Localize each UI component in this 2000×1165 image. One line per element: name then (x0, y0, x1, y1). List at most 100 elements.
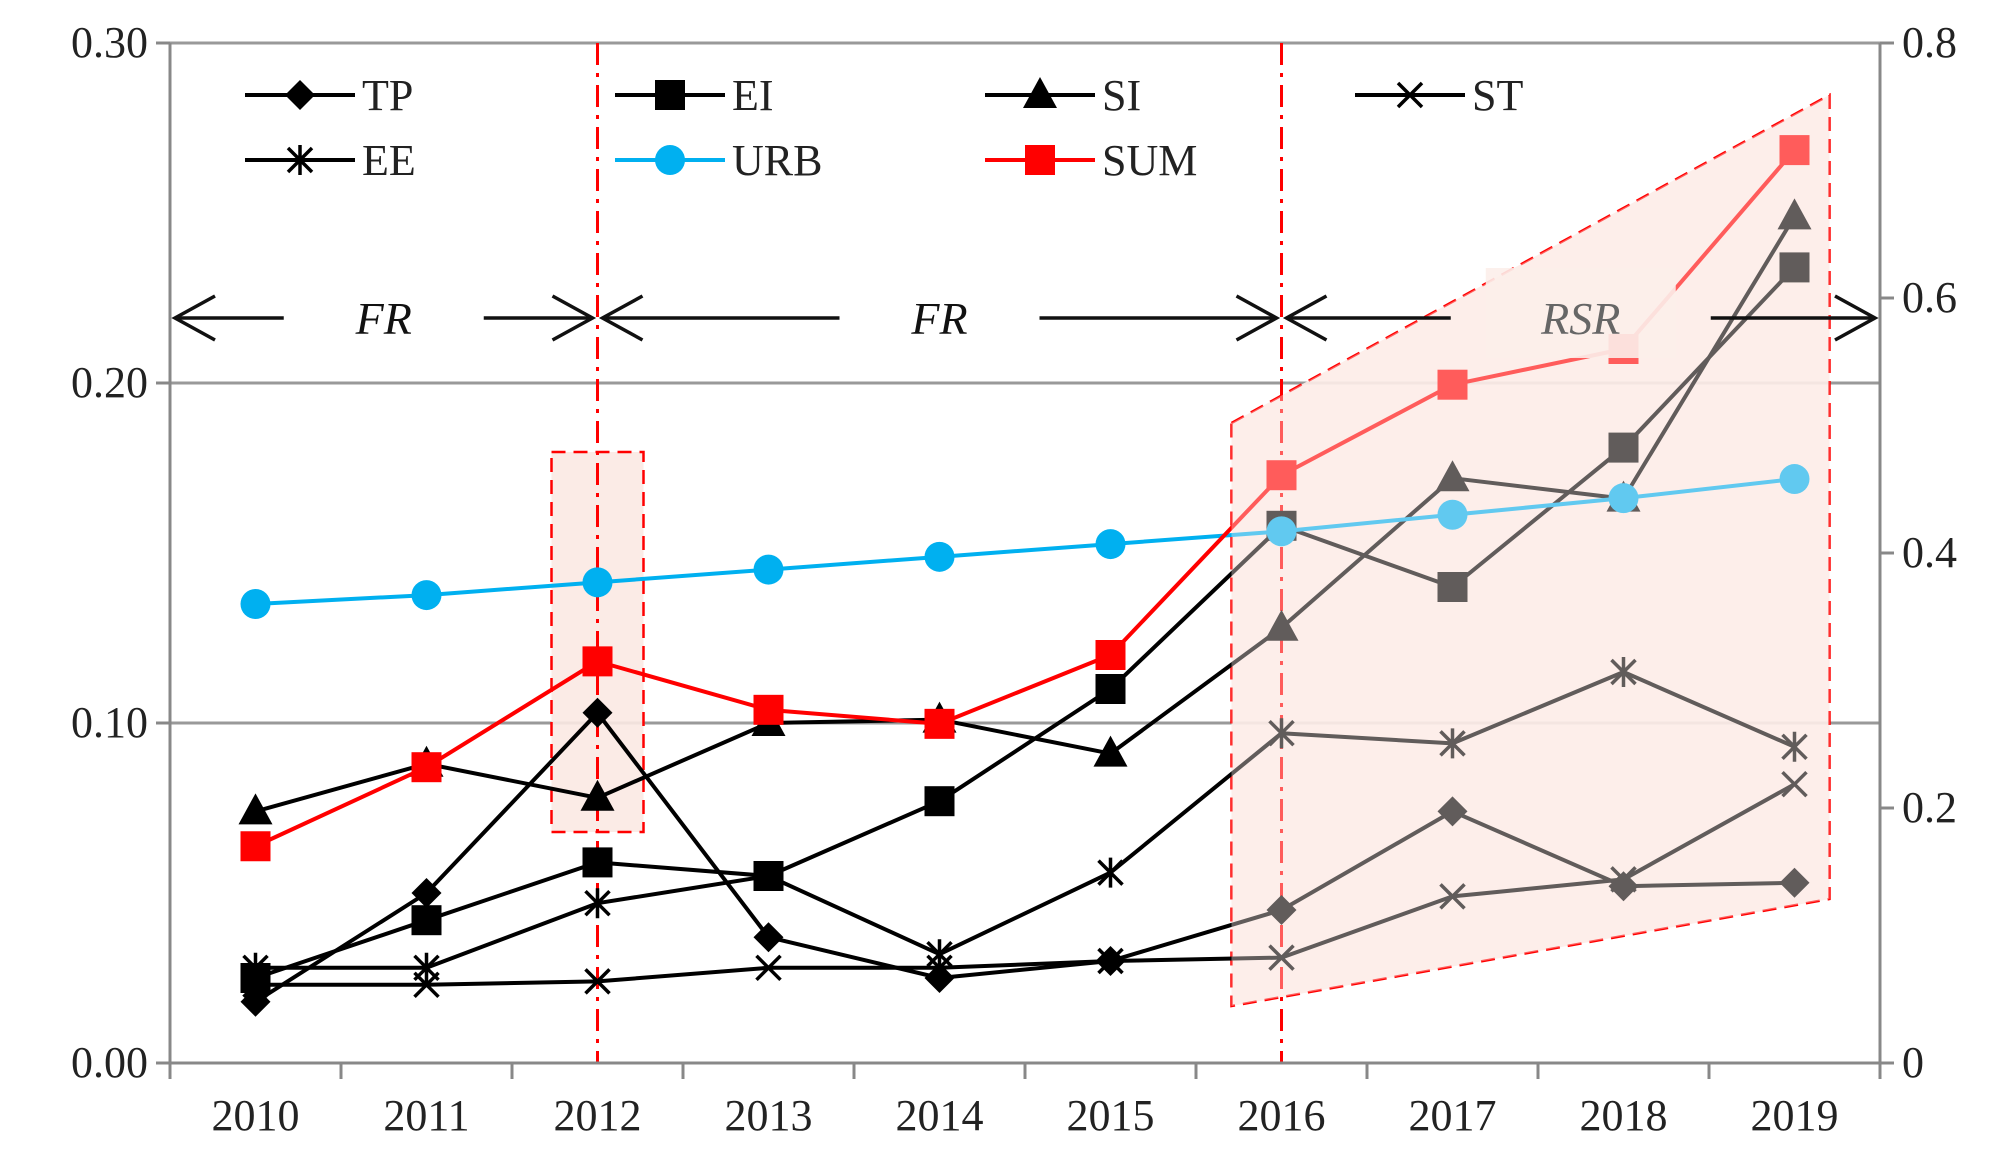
line-tp (254, 710, 1795, 1004)
series-group (238, 95, 1830, 1017)
y2-tick-label: 0 (1902, 1038, 1924, 1087)
arrow-head (1235, 294, 1281, 342)
axes (156, 41, 1894, 1079)
point-sum (1779, 135, 1810, 166)
point-st (1439, 883, 1466, 910)
point-urb (1608, 483, 1639, 514)
phase-label: FR (910, 293, 967, 344)
point-sum (240, 831, 271, 862)
point-st (1268, 944, 1295, 971)
legend-item-st: ST (1355, 71, 1523, 120)
phase-label: RSR (1540, 293, 1620, 344)
point-sum (411, 752, 442, 783)
point-urb (1437, 499, 1468, 530)
point-si (238, 793, 273, 825)
legend-item-si: SI (985, 71, 1141, 120)
y-tick-label: 0.00 (71, 1038, 148, 1087)
point-ee (755, 861, 782, 891)
arrow-head (551, 294, 597, 342)
series-ee (242, 657, 1808, 983)
x-tick-label: 2019 (1751, 1091, 1839, 1140)
point-si (1264, 609, 1299, 641)
arrow-head (171, 294, 216, 342)
legend-label: SUM (1102, 136, 1197, 185)
point-tp (753, 922, 784, 953)
point-sum (924, 708, 955, 739)
point-urb (753, 554, 784, 585)
point-tp (582, 697, 613, 728)
legend-marker (1023, 77, 1057, 108)
point-ee (1268, 718, 1295, 749)
legend-item-tp: TP (245, 71, 413, 120)
point-st (755, 954, 782, 982)
point-st (1781, 770, 1808, 798)
legend-label: URB (732, 136, 822, 185)
point-urb (240, 589, 271, 619)
line-ee (255, 670, 1796, 970)
point-ee (413, 952, 440, 983)
legend-label: TP (362, 71, 413, 120)
point-ei (1437, 572, 1468, 602)
x-tick-label: 2017 (1409, 1091, 1497, 1140)
point-tp (1266, 895, 1297, 925)
legend-marker (655, 145, 685, 175)
point-st (584, 968, 611, 995)
point-urb (1095, 529, 1126, 560)
legend-label: ST (1472, 71, 1523, 120)
x-tick-label: 2012 (554, 1091, 642, 1140)
point-si (1093, 735, 1128, 767)
line-ei (254, 266, 1796, 980)
legend-item-sum: SUM (985, 136, 1197, 185)
phase-rsr-3: RSR (1282, 268, 1879, 358)
series-tp (240, 697, 1810, 1017)
legend-item-urb: URB (615, 136, 822, 185)
y-tick-label: 0.20 (71, 358, 148, 407)
point-ei (411, 905, 442, 936)
x-tick-label: 2018 (1580, 1091, 1668, 1140)
point-urb (1266, 516, 1297, 547)
point-tp (1779, 867, 1810, 898)
point-tp (924, 963, 955, 993)
legend-marker (285, 80, 315, 110)
line-st (255, 782, 1796, 987)
point-ee (1781, 731, 1808, 762)
point-sum (1095, 640, 1126, 670)
y2-tick-label: 0.2 (1902, 783, 1957, 832)
point-st (1610, 866, 1637, 893)
phase-label: FR (355, 293, 412, 344)
point-ee (926, 939, 953, 970)
series-urb (240, 464, 1810, 619)
point-ee (1439, 728, 1466, 759)
point-ee (584, 888, 611, 919)
point-st (1097, 947, 1124, 975)
point-ei (1608, 432, 1639, 463)
y-tick-label: 0.10 (71, 698, 148, 747)
arrow-head (1282, 294, 1328, 342)
legend: TP EI SI ST EE URB SUM (245, 71, 1523, 185)
x-tick-label: 2011 (383, 1091, 469, 1140)
x-tick-label: 2014 (896, 1091, 984, 1140)
legend-marker (1396, 81, 1424, 109)
line-si (254, 215, 1797, 814)
point-urb (411, 580, 442, 611)
point-ei (924, 786, 955, 817)
point-sum (1437, 369, 1468, 400)
series-st (242, 770, 1808, 999)
point-ei (1095, 674, 1126, 704)
point-si (1777, 198, 1812, 230)
legend-marker (655, 80, 685, 110)
phase-annotations: FR FR RSR (171, 268, 1879, 358)
highlight-overlay (1231, 95, 1830, 1006)
phase-fr-1: FR (171, 293, 597, 344)
line-sum (254, 148, 1797, 849)
legend-label: EI (732, 71, 774, 120)
point-sum (753, 694, 784, 725)
legend-label: EE (362, 136, 416, 185)
legend-label: SI (1102, 71, 1141, 120)
line-urb (255, 477, 1795, 606)
y2-tick-label: 0.8 (1902, 18, 1957, 67)
legend-marker (1025, 145, 1055, 175)
legend-item-ee: EE (245, 136, 416, 185)
point-urb (1779, 464, 1810, 495)
point-urb (924, 541, 955, 572)
